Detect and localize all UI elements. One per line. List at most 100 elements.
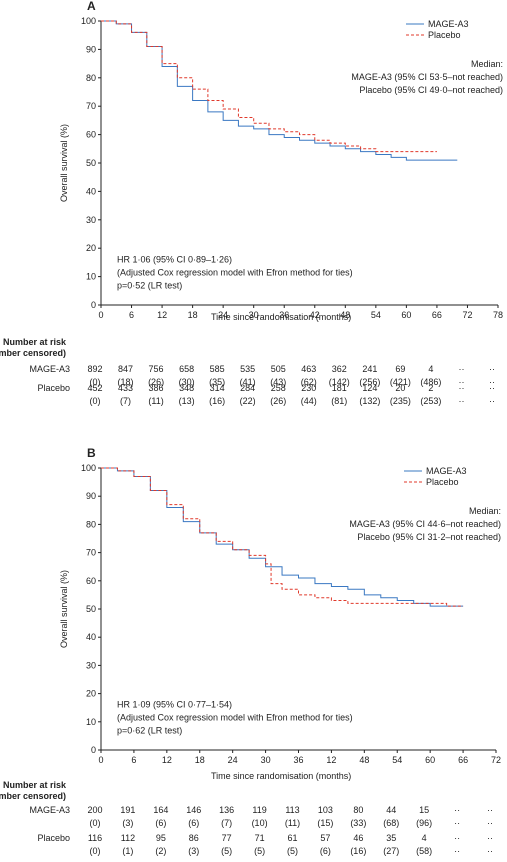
panel-a-risk-count: 241: [362, 364, 377, 374]
panel-b-x-tick-label: 66: [458, 755, 468, 765]
panel-a-median-line: MAGE-A3 (95% CI 53·5–not reached): [351, 72, 503, 82]
panel-b-x-tick-label: 6: [131, 755, 136, 765]
panel-b-series-placebo: [101, 467, 464, 607]
panel-a-risk-censored: (7): [120, 396, 131, 406]
panel-a-risk-count: 463: [301, 364, 316, 374]
panel-b-risk-censored: (2): [155, 846, 166, 856]
panel-b-risk-censored: (33): [350, 818, 366, 828]
panel-b-x-tick-label: 36: [293, 755, 303, 765]
panel-b-median-line: MAGE-A3 (95% CI 44·6–not reached): [349, 519, 501, 529]
panel-a-risk-count: 124: [362, 383, 377, 393]
panel-a-risk-censored: ··: [489, 377, 495, 387]
panel-b-annotation-line: (Adjusted Cox regression model with Efro…: [117, 713, 353, 723]
panel-b-risk-count: 136: [219, 805, 234, 815]
panel-a-risk-censored: (0): [90, 396, 101, 406]
panel-b-risk-count: 35: [386, 833, 396, 843]
panel-b-x-tick-label: 30: [261, 755, 271, 765]
panel-a-letter: A: [87, 0, 96, 13]
panel-a-x-tick-label: 24: [218, 310, 228, 320]
panel-a-median-line: Placebo (95% CI 49·0–not reached): [359, 85, 503, 95]
panel-b-risk-censored: (68): [383, 818, 399, 828]
panel-a-annotation-line: p=0·52 (LR test): [117, 280, 182, 290]
panel-a-risk-count: 348: [179, 383, 194, 393]
panel-b-risk-count: 116: [88, 833, 102, 843]
panel-a-risk-title: Number at risk: [3, 337, 67, 347]
panel-a-x-tick-label: 42: [310, 310, 320, 320]
panel-b-risk-row-label: MAGE-A3: [29, 805, 70, 815]
panel-b-risk-count: 44: [386, 805, 396, 815]
panel-a-risk-censored: (22): [240, 396, 256, 406]
panel-b-risk-censored: (58): [416, 846, 432, 856]
panel-a-y-tick-label: 90: [86, 44, 96, 54]
panel-a-y-tick-label: 30: [86, 215, 96, 225]
panel-b-risk-count: 46: [353, 833, 363, 843]
panel-a-x-tick-label: 18: [188, 310, 198, 320]
panel-a-risk-count: 20: [395, 383, 405, 393]
panel-b-legend-label: MAGE-A3: [426, 466, 467, 476]
panel-a-risk-censored: (43): [270, 377, 286, 387]
panel-b-risk-row-label: Placebo: [37, 833, 70, 843]
panel-a-x-tick-label: 6: [129, 310, 134, 320]
panel-a-risk-censored: (35): [209, 377, 225, 387]
panel-a-risk-censored: (62): [301, 377, 317, 387]
panel-b-letter: B: [87, 446, 96, 460]
panel-b-risk-censored: (16): [350, 846, 366, 856]
panel-b-y-tick-label: 20: [86, 689, 96, 699]
panel-a-risk-count: 505: [271, 364, 286, 374]
panel-a-risk-row-label: Placebo: [37, 383, 70, 393]
panel-b-y-tick-label: 40: [86, 632, 96, 642]
panel-a-risk-count: ··: [489, 364, 495, 374]
panel-a-risk-censored: (256): [359, 377, 380, 387]
panel-a-risk-censored: (41): [240, 377, 256, 387]
panel-a-annotation-line: (Adjusted Cox regression model with Efro…: [117, 267, 353, 277]
panel-a-risk-censored: (18): [118, 377, 134, 387]
panel-a-risk-subtitle: (number censored): [0, 348, 66, 358]
panel-a-risk-count: 433: [118, 383, 133, 393]
panel-a-y-tick-label: 20: [86, 243, 96, 253]
panel-b-risk-censored: ··: [454, 818, 460, 828]
panel-b-risk-count: 61: [287, 833, 297, 843]
panel-a-risk-count: ··: [458, 364, 464, 374]
panel-a-x-tick-label: 54: [371, 310, 381, 320]
panel-a-risk-count: 585: [210, 364, 225, 374]
panel-b-series-mage-a3: [101, 467, 464, 607]
panel-b-risk-censored: (7): [221, 818, 232, 828]
panel-a-annotation-line: HR 1·06 (95% CI 0·89–1·26): [117, 254, 232, 264]
panel-b-risk-censored: (5): [287, 846, 298, 856]
panel-a-risk-censored: (26): [270, 396, 286, 406]
panel-a-series-placebo: [101, 20, 437, 153]
panel-b-risk-censored: ··: [454, 846, 460, 856]
panel-b-risk-count: 15: [419, 805, 429, 815]
panel-b-x-tick-label: 60: [425, 755, 435, 765]
panel-a-y-tick-label: 60: [86, 130, 96, 140]
panel-a-risk-count: 314: [210, 383, 225, 393]
panel-a-risk-censored: (81): [331, 396, 347, 406]
panel-a-legend-label: MAGE-A3: [428, 19, 469, 29]
panel-a-risk-count: 69: [395, 364, 405, 374]
panel-b-risk-censored: (1): [122, 846, 133, 856]
panel-b-risk-count: 71: [255, 833, 265, 843]
panel-b-risk-count: ··: [454, 833, 460, 843]
panel-b-risk-censored: (15): [317, 818, 333, 828]
panel-a-risk-censored: (13): [179, 396, 195, 406]
panel-b-risk-censored: ··: [487, 818, 493, 828]
panel-b-risk-censored: (6): [155, 818, 166, 828]
panel-b-x-tick-label: 72: [491, 755, 501, 765]
panel-b-x-tick-label: 12: [326, 755, 336, 765]
panel-a-x-tick-label: 66: [432, 310, 442, 320]
panel-b-annotation-line: p=0·62 (LR test): [117, 726, 182, 736]
panel-a-risk-count: 535: [240, 364, 255, 374]
panel-b-risk-count: 164: [153, 805, 168, 815]
panel-b-risk-count: ··: [454, 805, 460, 815]
panel-b-risk-censored: (0): [90, 846, 101, 856]
panel-a-y-tick-label: 80: [86, 73, 96, 83]
panel-b-risk-count: 112: [121, 833, 135, 843]
panel-b-risk-count: 146: [186, 805, 201, 815]
panel-b-y-tick-label: 100: [81, 463, 96, 473]
panel-b-x-tick-label: 18: [195, 755, 205, 765]
panel-b-risk-count: 113: [285, 805, 299, 815]
panel-b-risk-censored: (5): [254, 846, 265, 856]
panel-a-risk-count: ··: [458, 383, 464, 393]
panel-a-x-axis-label: Time since randomisation (months): [211, 312, 351, 322]
panel-b-x-axis-label: Time since randomisation (months): [211, 771, 351, 781]
